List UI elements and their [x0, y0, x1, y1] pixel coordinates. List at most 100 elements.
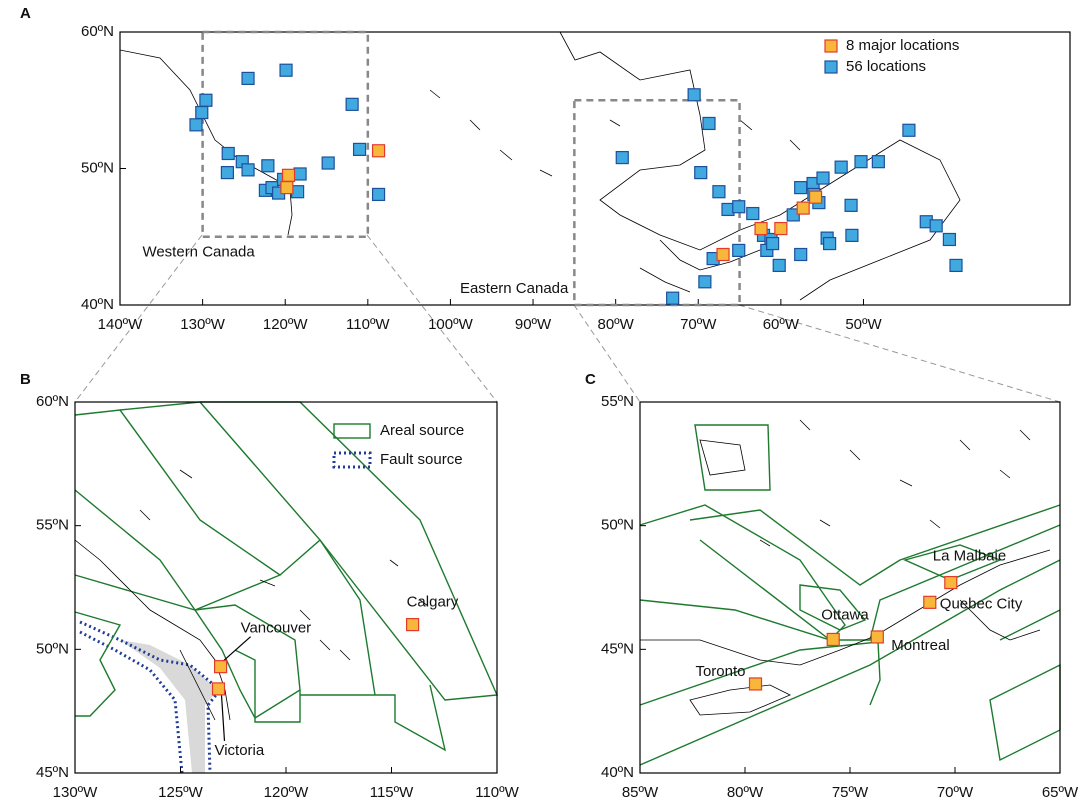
- areal-source: [74, 409, 282, 611]
- location-marker: [261, 159, 275, 173]
- city-label: Victoria: [214, 742, 264, 759]
- location-marker: [666, 291, 680, 305]
- y-tick-label: 45ºN: [601, 640, 634, 657]
- location-marker: [371, 187, 386, 202]
- location-marker: [772, 258, 786, 273]
- legend-swatch: [824, 39, 838, 53]
- sources-b: [74, 401, 499, 774]
- coast: [74, 539, 231, 721]
- location-marker: [345, 97, 359, 111]
- y-tick-label: 55ºN: [36, 517, 69, 534]
- y-tick-label: 50ºN: [601, 517, 634, 534]
- location-marker: [241, 163, 255, 177]
- x-tick-label: 80ºW: [727, 784, 764, 801]
- panel-letter: A: [20, 5, 31, 22]
- city-label: Quebec City: [940, 595, 1023, 612]
- overlay: A 140ºW 130ºW 120ºW 110ºW 100ºW 90ºW 80ºW 70ºW 60…: [20, 5, 1079, 801]
- areal-source: [234, 649, 447, 752]
- x-tick-label: 85ºW: [622, 784, 659, 801]
- x-tick-label: 100ºW: [428, 316, 474, 333]
- areal-source: [119, 401, 321, 576]
- areal-source: [689, 504, 1061, 586]
- major-marker: [716, 247, 730, 262]
- x-tick-label: 130ºW: [53, 784, 99, 801]
- x-tick-label: 70ºW: [680, 316, 717, 333]
- legend-label: 56 locations: [846, 58, 926, 75]
- region-label: Western Canada: [142, 244, 255, 261]
- x-tick-label: 60ºW: [763, 316, 800, 333]
- location-marker: [949, 258, 963, 273]
- x-tick-label: 120ºW: [264, 784, 310, 801]
- major-marker: [281, 168, 296, 182]
- location-marker: [732, 200, 746, 214]
- y-tick-label: 45ºN: [36, 764, 69, 781]
- pointer-arrow: [220, 694, 226, 741]
- location-marker: [241, 71, 255, 86]
- y-tick-label: 55ºN: [601, 393, 634, 410]
- legend-swatch: [333, 423, 371, 439]
- location-marker: [746, 206, 760, 221]
- major-marker: [808, 190, 823, 204]
- legend-label: Fault source: [380, 451, 463, 468]
- location-marker: [189, 118, 203, 132]
- sources-c: [639, 419, 1061, 766]
- location-marker: [221, 146, 235, 161]
- areal-source: [639, 524, 1061, 641]
- location-marker: [293, 167, 307, 181]
- city-label: Montreal: [891, 637, 949, 654]
- panel-letter: C: [585, 371, 596, 388]
- location-marker: [902, 123, 916, 137]
- x-tick-label: 75ºW: [832, 784, 869, 801]
- location-marker: [694, 165, 708, 180]
- city-marker: [211, 682, 226, 696]
- x-tick-label: 110ºW: [346, 316, 390, 333]
- location-marker: [698, 275, 712, 289]
- areal-source: [694, 424, 771, 491]
- location-marker: [823, 236, 837, 251]
- fault-zone: [120, 640, 218, 773]
- y-tick-label: 60ºN: [81, 23, 114, 40]
- x-tick-label: 130ºW: [180, 316, 226, 333]
- areal-source: [799, 584, 867, 631]
- lakes: [429, 89, 801, 177]
- major-marker: [754, 221, 768, 236]
- location-marker: [786, 208, 800, 222]
- lakes: [139, 469, 429, 661]
- location-marker: [766, 236, 780, 251]
- location-marker: [279, 63, 293, 77]
- location-marker: [845, 228, 859, 242]
- city-label: La Malbaie: [933, 548, 1006, 565]
- location-marker: [794, 181, 808, 195]
- y-tick-label: 40ºN: [81, 296, 114, 313]
- legend-swatch: [824, 60, 838, 74]
- major-marker: [796, 201, 810, 215]
- city-label: Toronto: [695, 663, 745, 680]
- location-marker: [871, 155, 885, 169]
- location-marker: [220, 165, 234, 180]
- y-tick-label: 40ºN: [601, 764, 634, 781]
- coast: [119, 49, 293, 236]
- connector: [738, 304, 1061, 403]
- major-marker: [371, 144, 386, 158]
- location-marker: [834, 160, 848, 174]
- legend-label: 8 major locations: [846, 37, 959, 54]
- areal-source: [193, 604, 301, 719]
- coast: [559, 31, 961, 301]
- location-marker: [702, 116, 716, 131]
- panel-frame: [639, 401, 1061, 774]
- location-marker: [844, 198, 858, 212]
- city-marker: [870, 630, 884, 644]
- city-marker: [944, 575, 958, 590]
- city-marker: [748, 677, 763, 691]
- x-tick-label: 70ºW: [937, 784, 974, 801]
- x-tick-label: 50ºW: [845, 316, 882, 333]
- x-tick-label: 120ºW: [263, 316, 309, 333]
- city-label: Ottawa: [821, 606, 869, 623]
- pointer-arrow: [223, 636, 251, 662]
- x-tick-label: 125ºW: [158, 784, 204, 801]
- y-tick-label: 60ºN: [36, 393, 69, 410]
- location-marker: [794, 247, 808, 262]
- panel-letter: B: [20, 371, 31, 388]
- legend-label: Areal source: [380, 422, 464, 439]
- location-marker: [687, 88, 701, 102]
